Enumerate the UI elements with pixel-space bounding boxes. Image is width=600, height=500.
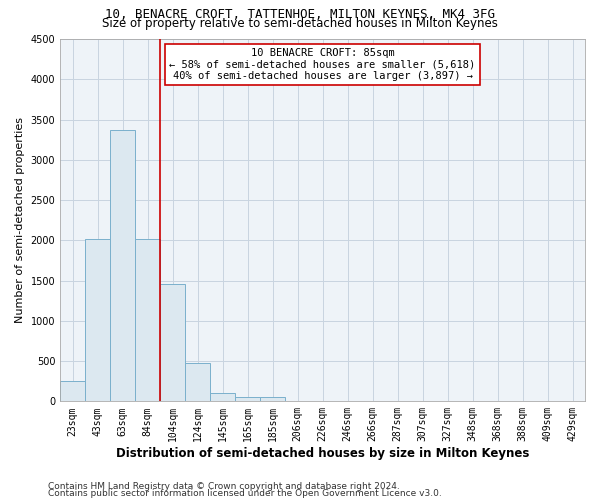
Text: Size of property relative to semi-detached houses in Milton Keynes: Size of property relative to semi-detach… [102, 16, 498, 30]
Text: Contains HM Land Registry data © Crown copyright and database right 2024.: Contains HM Land Registry data © Crown c… [48, 482, 400, 491]
Bar [185, 363, 210, 402]
Y-axis label: Number of semi-detached properties: Number of semi-detached properties [15, 117, 25, 323]
X-axis label: Distribution of semi-detached houses by size in Milton Keynes: Distribution of semi-detached houses by … [116, 447, 529, 460]
Bar [110, 130, 135, 402]
Bar [260, 397, 285, 402]
Bar [60, 381, 85, 402]
Bar [135, 240, 160, 402]
Bar [85, 238, 110, 402]
Bar [235, 396, 260, 402]
Bar [210, 393, 235, 402]
Text: 10 BENACRE CROFT: 85sqm
← 58% of semi-detached houses are smaller (5,618)
40% of: 10 BENACRE CROFT: 85sqm ← 58% of semi-de… [169, 48, 476, 82]
Text: Contains public sector information licensed under the Open Government Licence v3: Contains public sector information licen… [48, 489, 442, 498]
Bar [160, 284, 185, 402]
Text: 10, BENACRE CROFT, TATTENHOE, MILTON KEYNES, MK4 3FG: 10, BENACRE CROFT, TATTENHOE, MILTON KEY… [105, 8, 495, 20]
